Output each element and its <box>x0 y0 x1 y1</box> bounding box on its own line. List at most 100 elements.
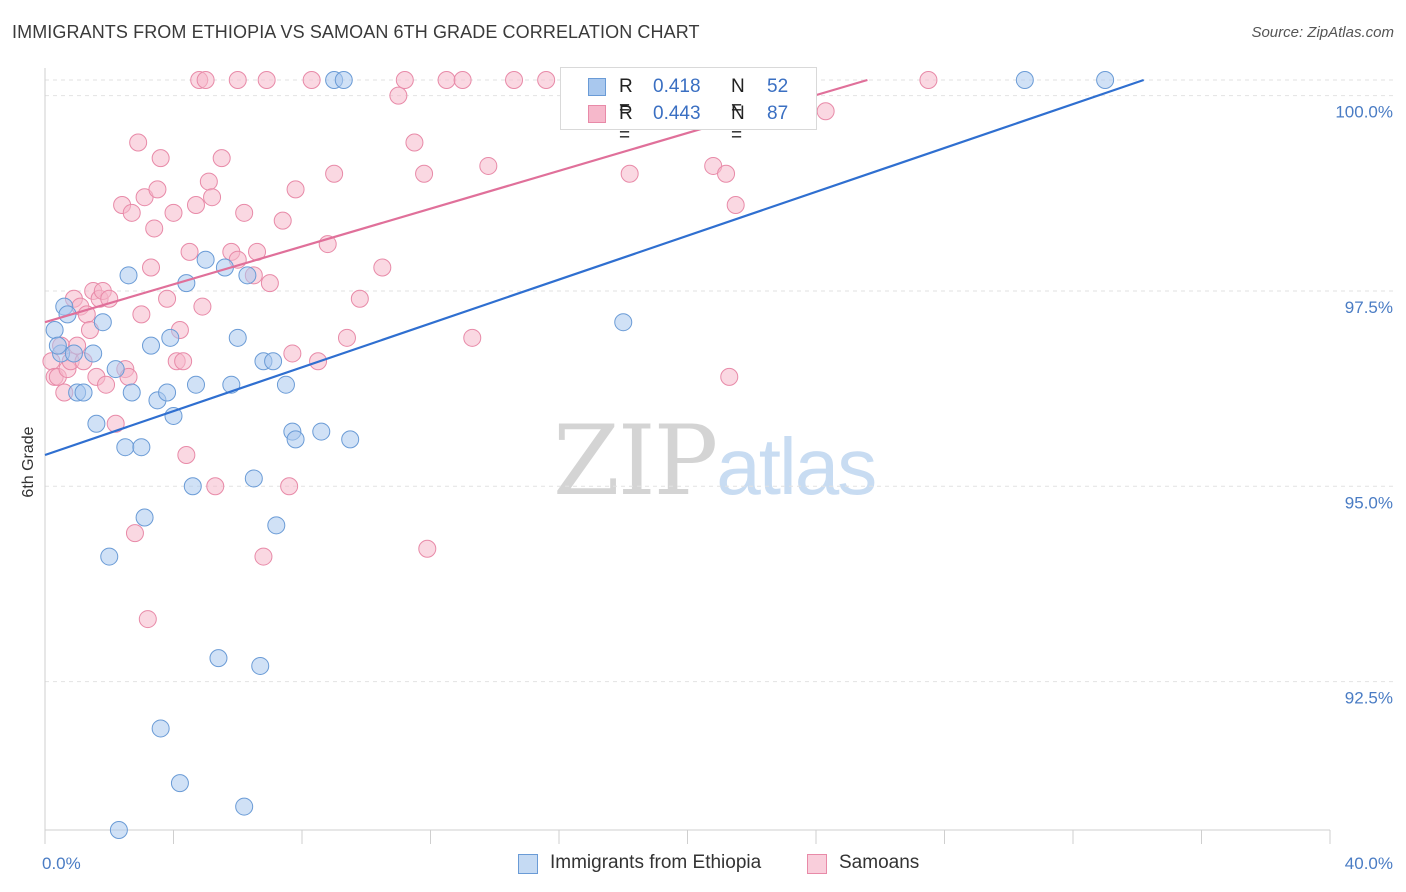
axes <box>44 68 1331 844</box>
samoans-point-37 <box>174 352 193 371</box>
watermark: ZIPatlas <box>553 405 877 517</box>
samoans-point-56 <box>283 344 302 363</box>
series-legend: Immigrants from Ethiopia Samoans <box>0 852 1406 878</box>
samoans-point-70 <box>463 328 482 347</box>
ethiopia-point-47 <box>614 313 633 332</box>
ethiopia-point-14 <box>122 383 141 402</box>
samoans-point-31 <box>148 180 167 199</box>
samoans-point-25 <box>129 133 148 152</box>
ethiopia-point-31 <box>228 328 247 347</box>
legend-n-label: N = <box>731 76 745 119</box>
tick-labels: 100.0% 97.5% 95.0% 92.5% 0.0% 40.0% <box>42 103 1393 873</box>
samoans-point-24 <box>125 524 144 543</box>
source-credit: Source: ZipAtlas.com <box>1251 24 1394 41</box>
samoans-point-62 <box>373 258 392 277</box>
ethiopia-point-16 <box>135 508 154 527</box>
samoans-point-33 <box>158 289 177 308</box>
samoans-point-41 <box>193 297 212 316</box>
ethiopia-point-27 <box>196 250 215 269</box>
ethiopia-point-11 <box>106 360 125 379</box>
samoans-point-59 <box>325 164 344 183</box>
samoans-point-40 <box>186 196 205 214</box>
samoans-point-26 <box>132 305 151 324</box>
samoans-point-60 <box>337 328 356 347</box>
samoans-point-66 <box>415 164 434 183</box>
ethiopia-point-33 <box>238 266 257 285</box>
samoans-point-80 <box>816 102 835 121</box>
samoans-point-73 <box>537 71 556 89</box>
ethiopia-point-8 <box>74 383 93 402</box>
ethiopia-point-49 <box>1015 71 1034 89</box>
ethiopia-point-45 <box>341 430 360 449</box>
legend-n-value: 87 <box>767 103 789 124</box>
ethiopia-point-0 <box>45 321 64 339</box>
ethiopia-point-44 <box>334 71 353 89</box>
samoans-point-52 <box>260 274 279 293</box>
legend-swatch-samoans <box>807 854 827 874</box>
samoans-point-68 <box>437 71 456 89</box>
samoans-point-55 <box>286 180 305 199</box>
samoans-point-43 <box>203 188 222 207</box>
legend-r-label: R = <box>619 76 633 119</box>
y-tick-label-0: 100.0% <box>1335 103 1393 122</box>
samoans-point-72 <box>505 71 524 89</box>
legend-swatch-samoans <box>588 105 606 123</box>
samoans-point-65 <box>405 133 424 152</box>
samoans-point-64 <box>395 71 414 89</box>
ethiopia-point-26 <box>186 375 205 394</box>
y-tick-label-2: 95.0% <box>1345 493 1393 512</box>
ethiopia-point-19 <box>151 719 170 738</box>
legend-label-samoans: Samoans <box>839 852 920 873</box>
samoans-point-34 <box>164 203 183 222</box>
samoans-point-32 <box>151 149 170 168</box>
ethiopia-point-35 <box>251 656 270 675</box>
ethiopia-point-23 <box>170 774 189 793</box>
ethiopia-point-37 <box>264 352 283 371</box>
ethiopia-point-21 <box>161 328 180 347</box>
samoans-point-63 <box>389 86 408 105</box>
ethiopia-point-15 <box>132 438 151 457</box>
watermark-atlas: atlas <box>716 422 877 511</box>
samoans-point-84 <box>228 71 247 89</box>
correlation-legend: R = 0.418 N = 52 R = 0.443 N = 87 <box>560 67 817 146</box>
legend-swatch-ethiopia <box>588 78 606 96</box>
y-tick-label-1: 97.5% <box>1345 298 1393 317</box>
ethiopia-point-12 <box>116 438 135 457</box>
ethiopia-point-3 <box>58 305 77 324</box>
samoans-point-19 <box>106 414 125 433</box>
samoans-point-17 <box>97 375 116 394</box>
samoans-point-48 <box>235 203 254 222</box>
ethiopia-points <box>45 71 1115 839</box>
samoans-point-78 <box>720 367 739 386</box>
samoans-point-85 <box>257 71 276 89</box>
ethiopia-point-38 <box>267 516 286 535</box>
x-tick-label-1: 40.0% <box>1345 854 1393 873</box>
samoans-point-28 <box>138 610 157 629</box>
samoans-point-53 <box>273 211 292 230</box>
samoans-point-54 <box>280 477 299 496</box>
ethiopia-point-41 <box>286 430 305 449</box>
samoans-point-69 <box>453 71 472 89</box>
ethiopia-point-51 <box>48 336 67 355</box>
legend-r-value: 0.443 <box>653 103 701 124</box>
legend-label-ethiopia: Immigrants from Ethiopia <box>550 852 762 873</box>
ethiopia-point-46 <box>109 821 128 839</box>
ethiopia-point-4 <box>64 344 83 363</box>
samoans-point-71 <box>479 156 498 175</box>
samoans-point-74 <box>620 164 639 183</box>
samoans-point-38 <box>177 446 196 464</box>
samoans-point-30 <box>145 219 164 238</box>
samoans-point-44 <box>206 477 225 496</box>
watermark-zip: ZIP <box>553 405 718 517</box>
ethiopia-point-32 <box>235 797 254 816</box>
samoans-point-67 <box>418 539 437 558</box>
samoans-point-81 <box>919 71 938 89</box>
samoans-point-61 <box>350 289 369 308</box>
samoans-point-39 <box>180 242 199 261</box>
ethiopia-point-34 <box>244 469 263 488</box>
ethiopia-point-25 <box>183 477 202 496</box>
x-tick-label-0: 0.0% <box>42 854 81 873</box>
samoans-point-45 <box>212 149 231 168</box>
ethiopia-point-7 <box>87 414 106 433</box>
